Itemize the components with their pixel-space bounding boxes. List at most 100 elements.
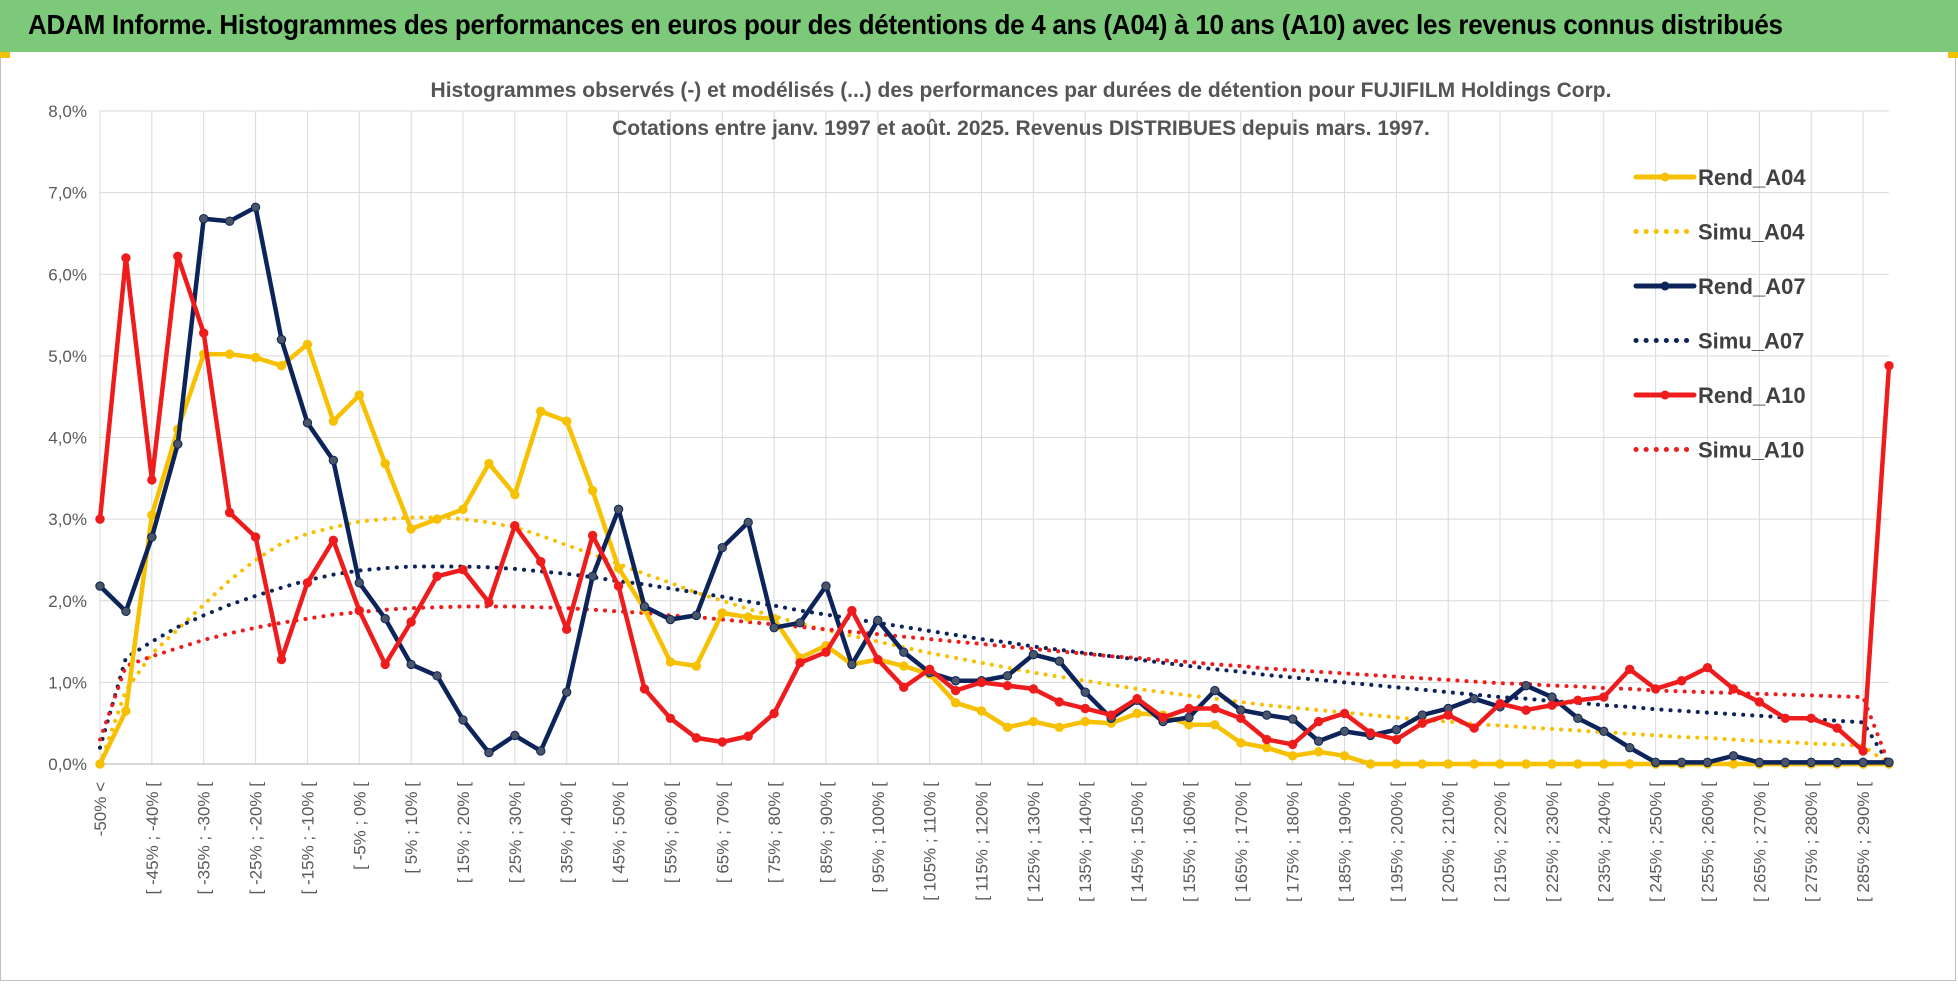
data-point — [821, 647, 831, 657]
data-point — [613, 563, 624, 573]
data-point — [1313, 736, 1324, 746]
data-point — [510, 489, 520, 500]
series-simu-a07 — [98, 564, 1891, 766]
data-point — [587, 571, 598, 581]
x-tick-label: [ 255% ; 260% [ — [1699, 782, 1718, 902]
x-tick-label: [ -15% ; -10% [ — [298, 782, 317, 895]
data-point — [380, 659, 390, 670]
data-point — [1106, 710, 1116, 720]
y-tick-label: 1,0% — [48, 673, 87, 692]
x-tick-label: [ 215% ; 220% [ — [1491, 782, 1510, 902]
data-point — [328, 455, 339, 466]
data-point — [561, 687, 572, 697]
x-tick-label: [ -35% ; -30% [ — [195, 782, 214, 895]
report-banner: ADAM Informe. Histogrammes des performan… — [0, 0, 1958, 54]
x-tick-label: [ 205% ; 210% [ — [1439, 782, 1458, 902]
data-point — [1547, 759, 1557, 769]
data-point — [1080, 703, 1090, 714]
data-point — [1573, 759, 1583, 769]
data-point — [1132, 708, 1142, 719]
data-point — [1547, 692, 1557, 702]
data-point — [1313, 747, 1324, 757]
data-point — [1210, 685, 1220, 696]
data-point — [484, 458, 494, 469]
data-point — [899, 682, 909, 692]
data-point — [328, 416, 339, 426]
data-point — [1858, 746, 1868, 756]
data-point — [380, 614, 390, 624]
data-point — [1780, 713, 1790, 723]
chart-legend: Rend_A04 Simu_A04 Rend_A07 Simu_A07 Rend_A10… — [1633, 165, 1806, 463]
data-point — [1287, 739, 1298, 750]
x-tick-label: [ 55% ; 60% [ — [661, 782, 680, 883]
data-point — [1339, 726, 1350, 737]
legend-entry: Rend_A07 — [1633, 274, 1806, 299]
legend-entry: Rend_A04 — [1633, 165, 1806, 190]
data-point — [302, 418, 313, 428]
data-point — [224, 507, 235, 518]
data-point — [1184, 703, 1194, 714]
y-tick-label: 6,0% — [48, 265, 87, 284]
y-tick-label: 4,0% — [48, 429, 87, 448]
data-point — [199, 214, 209, 224]
x-tick-label: [ 195% ; 200% [ — [1387, 782, 1406, 902]
chart-subtitle: Cotations entre janv. 1997 et août. 2025… — [612, 117, 1430, 140]
x-tick-label: [ 105% ; 110% [ — [921, 782, 940, 901]
data-point — [147, 532, 157, 542]
y-tick-label: 7,0% — [48, 184, 87, 203]
data-point — [1054, 697, 1065, 707]
data-point — [976, 677, 987, 688]
legend-marker — [1660, 172, 1670, 182]
series-rend-a04 — [95, 339, 1894, 769]
data-point — [1625, 742, 1635, 753]
data-point — [587, 485, 598, 496]
x-tick-label: [ 185% ; 190% [ — [1336, 782, 1355, 902]
data-point — [380, 458, 390, 469]
x-tick-label: [ 25% ; 30% [ — [506, 782, 525, 883]
data-point — [458, 504, 468, 515]
data-point — [1625, 759, 1635, 769]
data-point — [1754, 757, 1765, 768]
data-point — [587, 530, 598, 541]
x-tick-label: [ 245% ; 250% [ — [1647, 782, 1666, 902]
data-point — [328, 535, 339, 546]
series-rend-a10 — [95, 251, 1894, 756]
data-point — [1339, 751, 1350, 761]
data-point — [1521, 759, 1531, 769]
data-point — [1287, 714, 1298, 724]
data-point — [173, 439, 183, 449]
data-point — [1002, 680, 1013, 691]
data-point — [1262, 742, 1272, 753]
data-point — [1780, 757, 1790, 768]
data-point — [613, 504, 624, 515]
corner-mark-right — [1948, 52, 1958, 58]
data-point — [1028, 684, 1039, 694]
y-tick-label: 2,0% — [48, 592, 87, 611]
x-tick-label: [ 175% ; 180% [ — [1284, 782, 1303, 902]
x-tick-label: [ 165% ; 170% [ — [1232, 782, 1251, 902]
data-point — [1054, 722, 1065, 732]
data-point — [1080, 687, 1090, 697]
data-point — [639, 601, 650, 612]
data-point — [1728, 751, 1739, 761]
data-point — [1417, 718, 1428, 728]
x-tick-label: [ 275% ; 280% [ — [1802, 782, 1821, 902]
data-point — [406, 524, 416, 534]
series-simu-a10 — [98, 604, 1891, 766]
data-point — [1132, 694, 1142, 704]
data-point — [354, 605, 364, 616]
data-point — [1210, 703, 1220, 714]
data-point — [1884, 757, 1894, 768]
grid-layer — [99, 110, 1889, 765]
x-tick-label: [ 225% ; 230% [ — [1543, 782, 1562, 902]
x-tick-label: [ 265% ; 270% [ — [1750, 782, 1769, 902]
data-point — [795, 618, 805, 628]
data-point — [302, 578, 313, 588]
data-point — [121, 606, 131, 617]
data-point — [484, 597, 494, 608]
data-point — [224, 349, 235, 359]
data-point — [536, 556, 546, 567]
data-point — [717, 737, 727, 747]
legend-entry: Simu_A10 — [1633, 438, 1804, 463]
x-tick-label: [ 145% ; 150% [ — [1128, 782, 1147, 902]
